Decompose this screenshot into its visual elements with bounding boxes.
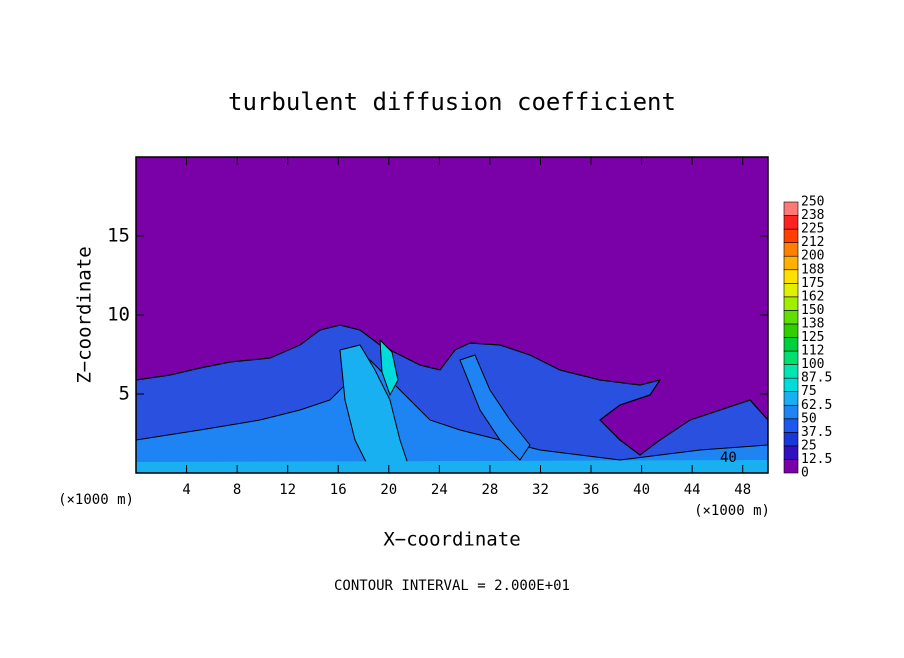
colorbar-label: 225 <box>801 222 824 237</box>
colorbar-label: 125 <box>801 330 824 345</box>
colorbar-bin <box>783 282 799 298</box>
colorbar-label: 75 <box>801 384 817 399</box>
colorbar-bin <box>783 418 799 433</box>
colorbar-bin <box>783 269 799 284</box>
x-tick-label: 36 <box>583 482 600 498</box>
colorbar-bin <box>783 364 799 379</box>
colorbar-bin <box>783 228 799 243</box>
x-tick-label: 32 <box>532 482 549 498</box>
colorbar-bin <box>783 255 799 271</box>
colorbar-label: 112 <box>801 344 824 359</box>
x-tick-label: 16 <box>330 482 347 498</box>
colorbar-label: 138 <box>801 316 824 331</box>
colorbar-bin <box>783 432 799 447</box>
colorbar-bin <box>783 404 799 420</box>
colorbar-label: 150 <box>801 303 824 318</box>
y-tick-label: 5 <box>119 383 130 405</box>
x-tick-label: 40 <box>633 482 650 498</box>
colorbar-bin <box>783 242 799 257</box>
annotation: CONTOUR INTERVAL = 2.000E+01 <box>334 578 570 594</box>
colorbar-bin <box>783 377 799 392</box>
colorbar-bin <box>783 296 799 311</box>
colorbar-label: 100 <box>801 357 824 372</box>
colorbar-bin <box>783 445 799 460</box>
colorbar-bin <box>783 337 799 352</box>
y-axis-label: Z−coordinate <box>74 246 96 383</box>
colorbar-label: 250 <box>801 195 824 210</box>
x-tick-label: 48 <box>734 482 751 498</box>
colorbar-bin <box>783 323 799 338</box>
colorbar-bin <box>783 350 799 365</box>
colorbar-label: 175 <box>801 276 824 291</box>
x-tick-label: 4 <box>182 482 190 498</box>
colorbar-label: 188 <box>801 262 824 277</box>
x-tick-label: 28 <box>481 482 498 498</box>
colorbar-label: 87.5 <box>801 371 832 386</box>
colorbar-label: 238 <box>801 208 824 223</box>
colorbar-label: 162 <box>801 289 824 304</box>
colorbar-label: 62.5 <box>801 398 832 413</box>
chart-title: turbulent diffusion coefficient <box>228 88 676 116</box>
colorbar-bin <box>783 391 799 406</box>
colorbar-bin <box>783 201 799 216</box>
x-unit-label: (×1000 m) <box>694 503 770 519</box>
colorbar-bin <box>783 215 799 230</box>
colorbar-label: 200 <box>801 249 824 264</box>
x-tick-label: 8 <box>233 482 241 498</box>
field <box>136 157 768 473</box>
x-tick-label: 44 <box>684 482 701 498</box>
colorbar-label: 37.5 <box>801 425 832 440</box>
colorbar-label: 0 <box>801 466 809 481</box>
x-tick-label: 24 <box>431 482 448 498</box>
x-tick-label: 20 <box>380 482 397 498</box>
colorbar-label: 12.5 <box>801 452 832 467</box>
colorbar-bin <box>783 310 799 325</box>
colorbar-label: 212 <box>801 235 824 250</box>
x-axis-label: X−coordinate <box>383 529 520 551</box>
colorbar-label: 25 <box>801 438 817 453</box>
contour-label: 40 <box>720 450 737 466</box>
y-tick-label: 10 <box>107 304 130 326</box>
colorbar-bin <box>783 459 799 474</box>
x-tick-label: 12 <box>279 482 296 498</box>
colorbar-label: 50 <box>801 411 817 426</box>
y-tick-label: 15 <box>107 225 130 247</box>
x-unit-label: (×1000 m) <box>58 492 134 508</box>
